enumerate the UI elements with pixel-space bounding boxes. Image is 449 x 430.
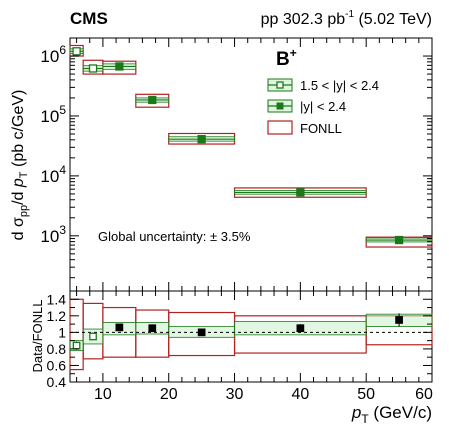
ratio-panel: 0.40.60.811.21.4 10 20 30 40 50 60 Data/FONLL… <box>30 290 433 426</box>
main-point-1-2 <box>197 135 206 144</box>
x-tick-label-1: 20 <box>160 386 178 403</box>
legend-entry-full: |y| < 2.4 <box>267 99 346 114</box>
x-tick-label-0: 10 <box>94 386 112 403</box>
main-ytick-label-3: 106 <box>40 43 66 66</box>
ratio-ytick-label-0: 0.4 <box>47 374 67 390</box>
x-tick-label-2: 30 <box>226 386 244 403</box>
main-point-1-0 <box>115 62 124 71</box>
main-ytick-label-1: 104 <box>40 163 66 186</box>
legend-fonll-swatch <box>267 120 293 135</box>
ratio-point-2 <box>115 323 124 332</box>
main-point-1-3 <box>296 188 305 197</box>
ratio-point-1 <box>89 332 97 341</box>
ratio-ytick-label-3: 1 <box>58 324 66 340</box>
legend: 1.5 < |y| < 2.4 |y| < 2.4 FONLL <box>267 78 379 136</box>
main-panel: 103 104 105 106 B+ 1.5 < |y| < 2.4 |y| < 2.… <box>10 37 433 292</box>
legend-forward-label: 1.5 < |y| < 2.4 <box>300 78 379 93</box>
global-uncertainty-note: Global uncertainty: ± 3.5% <box>98 229 251 244</box>
main-markers <box>70 47 432 245</box>
ratio-point-6 <box>395 316 403 324</box>
legend-full-marker <box>276 102 284 110</box>
ratio-y-ticks: 0.40.60.811.21.4 <box>47 290 432 390</box>
x-axis-title: pT (GeV/c) <box>351 403 432 426</box>
ratio-point-0 <box>72 341 81 350</box>
ratio-ytick-label-2: 0.8 <box>47 341 67 357</box>
main-frame <box>69 37 433 292</box>
ratio-point-3 <box>148 324 157 333</box>
ratio-y-axis-title: Data/FONLL <box>30 300 45 373</box>
main-y-ticks: 103 104 105 106 <box>40 37 432 279</box>
ratio-point-5 <box>296 324 305 333</box>
legend-entry-fonll: FONLL <box>267 120 342 136</box>
main-fonll-boxes <box>69 44 433 248</box>
x-tick-label-5: 60 <box>415 386 433 403</box>
ratio-x-ticks: 10 20 30 40 50 60 <box>76 291 433 403</box>
x-tick-label-4: 50 <box>357 386 375 403</box>
main-point-0-1 <box>88 64 98 73</box>
ratio-frame <box>69 290 433 383</box>
luminosity-label: pp 302.3 pb-1 (5.02 TeV) <box>261 9 432 28</box>
ratio-point-4 <box>197 328 206 337</box>
main-ytick-label-2: 105 <box>40 103 66 126</box>
ratio-ytick-label-4: 1.2 <box>47 308 67 324</box>
legend-full-label: |y| < 2.4 <box>300 99 346 114</box>
ratio-ytick-label-5: 1.4 <box>47 291 67 307</box>
experiment-label: CMS <box>70 9 108 28</box>
legend-entry-forward: 1.5 < |y| < 2.4 <box>267 78 379 93</box>
x-tick-label-3: 40 <box>291 386 309 403</box>
main-ytick-label-0: 103 <box>40 223 66 246</box>
main-y-axis-title: d σpp/d pT (pb c/GeV) <box>10 90 30 241</box>
main-point-1-1 <box>148 95 157 105</box>
legend-fonll-label: FONLL <box>300 121 342 136</box>
ratio-markers <box>72 313 403 350</box>
ratio-fonll-box-0 <box>69 298 84 371</box>
particle-label: B+ <box>276 46 297 70</box>
main-point-0-0 <box>72 47 81 56</box>
legend-forward-marker <box>276 81 284 89</box>
main-x-ticks <box>76 38 433 291</box>
ratio-ytick-label-1: 0.6 <box>47 357 67 373</box>
main-point-1-4 <box>394 235 404 245</box>
